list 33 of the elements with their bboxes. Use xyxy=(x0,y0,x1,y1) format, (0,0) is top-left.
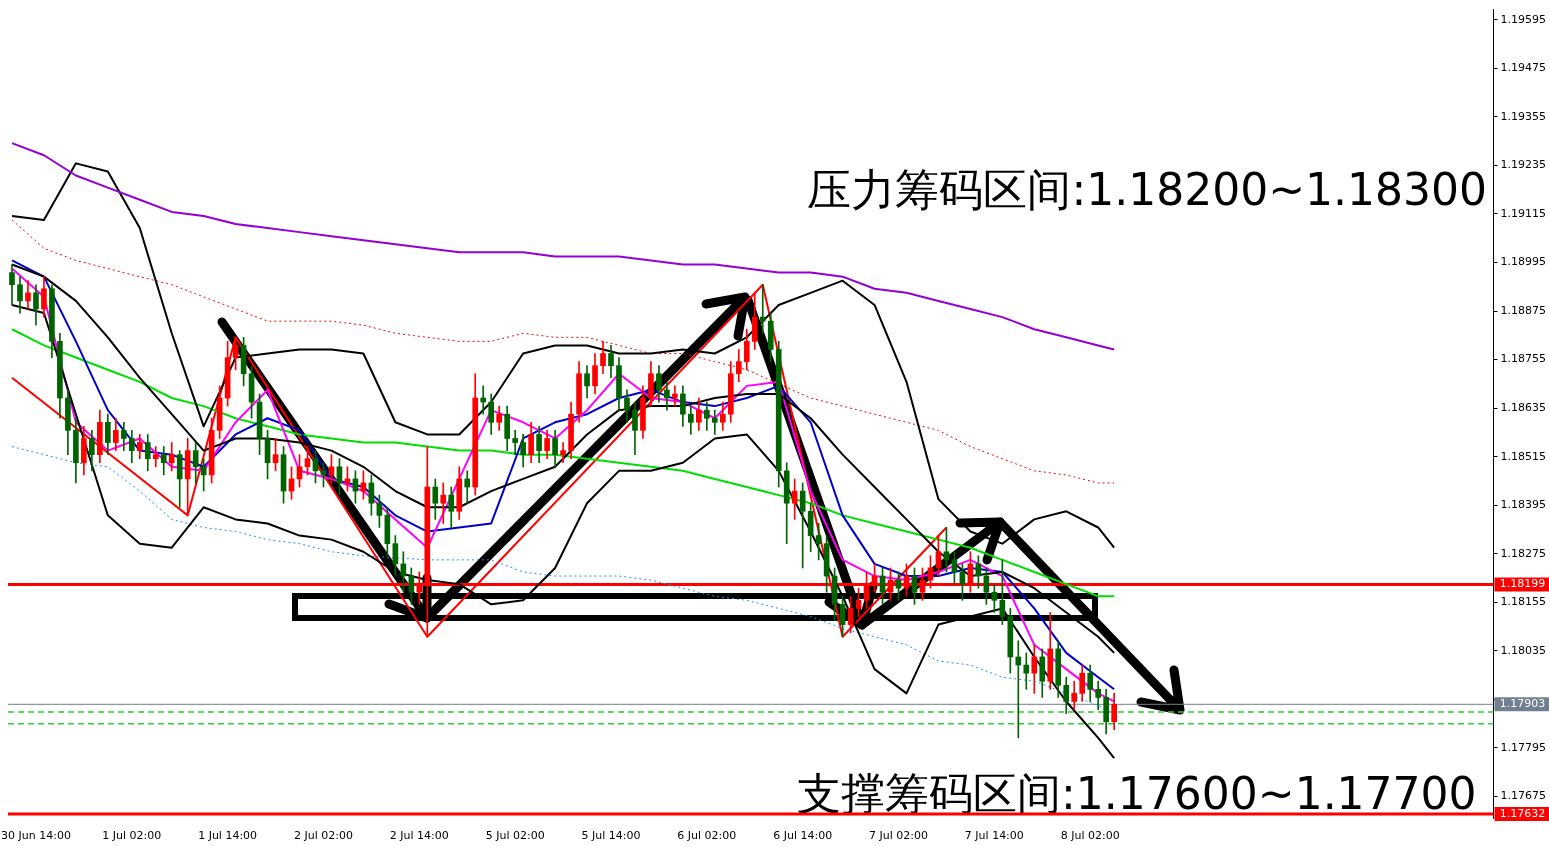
x-tick-label: 5 Jul 14:00 xyxy=(581,829,641,843)
x-tick-label: 1 Jul 14:00 xyxy=(198,829,258,843)
x-tick-label: 30 Jun 14:00 xyxy=(1,829,71,843)
y-tick-label: 1.19115 xyxy=(1500,206,1547,220)
y-tick-label: 1.18395 xyxy=(1500,498,1547,512)
y-tick-label: 1.19595 xyxy=(1500,12,1547,26)
y-tick-label: 1.18275 xyxy=(1500,546,1547,560)
x-tick-label: 7 Jul 02:00 xyxy=(869,829,928,843)
y-tick-label: 1.17675 xyxy=(1500,789,1547,803)
x-tick-label: 2 Jul 02:00 xyxy=(293,829,353,843)
x-tick-label: 1 Jul 02:00 xyxy=(102,829,162,843)
y-tick-label: 1.19475 xyxy=(1500,61,1547,75)
ref-line-label: 1.17903 xyxy=(1499,697,1546,711)
y-tick-label: 1.18635 xyxy=(1500,400,1547,414)
y-tick-label: 1.18035 xyxy=(1500,643,1547,657)
ref-line-label: 1.18199 xyxy=(1499,577,1546,591)
x-tick-label: 7 Jul 14:00 xyxy=(964,829,1024,843)
x-tick-label: 8 Jul 02:00 xyxy=(1060,829,1120,843)
y-tick-label: 1.18155 xyxy=(1500,595,1547,609)
y-tick-label: 1.18515 xyxy=(1500,449,1547,463)
y-tick-label: 1.18875 xyxy=(1500,303,1547,317)
x-tick-label: 6 Jul 14:00 xyxy=(773,829,833,843)
y-tick-label: 1.19355 xyxy=(1500,109,1547,123)
x-tick-label: 2 Jul 14:00 xyxy=(389,829,449,843)
x-tick-label: 6 Jul 02:00 xyxy=(677,829,737,843)
y-tick-label: 1.18755 xyxy=(1500,352,1547,366)
y-tick-label: 1.19235 xyxy=(1500,158,1547,172)
y-tick-label: 1.18995 xyxy=(1500,255,1547,269)
y-tick-label: 1.17795 xyxy=(1500,740,1547,754)
x-tick-label: 5 Jul 02:00 xyxy=(485,829,545,843)
annotation: 支撑筹码区间:1.17600~1.17700 xyxy=(797,768,1477,819)
ref-line-label: 1.17632 xyxy=(1499,806,1546,820)
annotation: 压力筹码区间:1.18200~1.18300 xyxy=(807,164,1487,215)
